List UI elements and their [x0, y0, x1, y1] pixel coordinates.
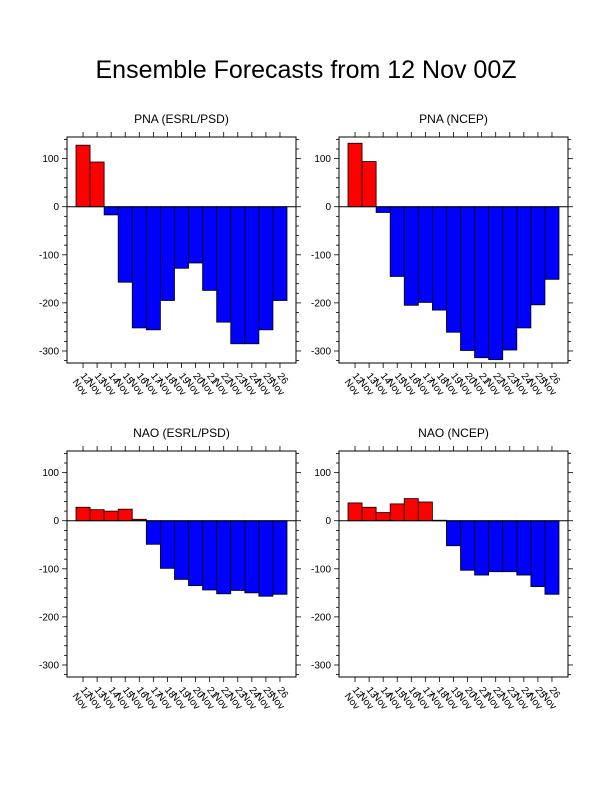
y-tick-label: -300	[311, 660, 331, 671]
y-tick-label: -300	[39, 346, 59, 357]
bar	[389, 503, 405, 522]
bar	[474, 206, 490, 359]
bar	[502, 206, 518, 351]
bar	[230, 520, 246, 591]
y-tick-label: -100	[311, 250, 331, 261]
bar	[347, 502, 363, 522]
bar	[516, 520, 532, 576]
bar	[216, 206, 232, 323]
bar	[403, 498, 419, 522]
y-tick-label: -200	[39, 612, 59, 623]
chart-title: NAO (NCEP)	[418, 426, 489, 440]
bar	[474, 520, 490, 576]
bar	[202, 206, 218, 291]
bar	[174, 520, 189, 580]
bar	[272, 520, 288, 595]
bar	[244, 206, 260, 345]
bar	[488, 520, 504, 573]
bar	[375, 512, 391, 522]
bar	[530, 206, 546, 306]
bar	[403, 206, 419, 306]
y-tick-label: -100	[39, 564, 59, 575]
y-tick-label: 0	[325, 202, 331, 213]
bar	[258, 206, 274, 331]
bar	[446, 520, 461, 547]
bar	[361, 161, 377, 208]
chart-title: PNA (NCEP)	[419, 112, 488, 126]
bar	[431, 206, 447, 311]
y-tick-label: -300	[311, 346, 331, 357]
bar	[516, 206, 532, 329]
bar	[417, 501, 433, 522]
bar	[188, 520, 204, 587]
bar	[89, 509, 105, 522]
bar	[103, 510, 119, 522]
y-tick-label: 0	[325, 516, 331, 527]
bar	[389, 206, 405, 277]
bar	[216, 520, 232, 595]
y-tick-label: -100	[39, 250, 59, 261]
bar	[544, 520, 560, 595]
bar	[174, 206, 189, 269]
bar	[75, 144, 91, 208]
page-title: Ensemble Forecasts from 12 Nov 00Z	[95, 56, 517, 84]
bar	[131, 206, 147, 329]
bar	[446, 206, 461, 333]
bar	[258, 520, 274, 597]
y-tick-label: -300	[39, 660, 59, 671]
bar	[417, 206, 433, 303]
bar	[272, 206, 288, 301]
y-tick-label: 100	[314, 154, 331, 165]
y-tick-label: 100	[42, 154, 59, 165]
bar	[103, 206, 119, 216]
bar	[117, 508, 133, 522]
bar	[230, 206, 246, 345]
bar	[488, 206, 504, 361]
bar	[460, 206, 475, 351]
y-tick-label: 0	[53, 202, 59, 213]
y-tick-label: 0	[53, 516, 59, 527]
bar	[159, 520, 175, 569]
bar	[188, 206, 204, 264]
y-tick-label: 100	[42, 468, 59, 479]
bar	[145, 520, 161, 545]
bar	[89, 161, 105, 208]
y-tick-label: -200	[311, 298, 331, 309]
bar	[530, 520, 546, 587]
y-tick-label: 100	[314, 468, 331, 479]
y-tick-label: -100	[311, 564, 331, 575]
chart-title: NAO (ESRL/PSD)	[133, 426, 230, 440]
bar	[347, 142, 363, 208]
bar	[117, 206, 133, 283]
bar	[375, 206, 391, 213]
bar	[544, 206, 560, 280]
bar	[202, 520, 218, 591]
y-tick-label: -200	[39, 298, 59, 309]
bar	[75, 506, 91, 522]
bar	[460, 520, 475, 571]
bar	[145, 206, 161, 331]
bar	[502, 520, 518, 573]
y-tick-label: -200	[311, 612, 331, 623]
bar	[159, 206, 175, 301]
bar	[244, 520, 260, 594]
bar	[361, 506, 377, 522]
chart-title: PNA (ESRL/PSD)	[134, 112, 229, 126]
